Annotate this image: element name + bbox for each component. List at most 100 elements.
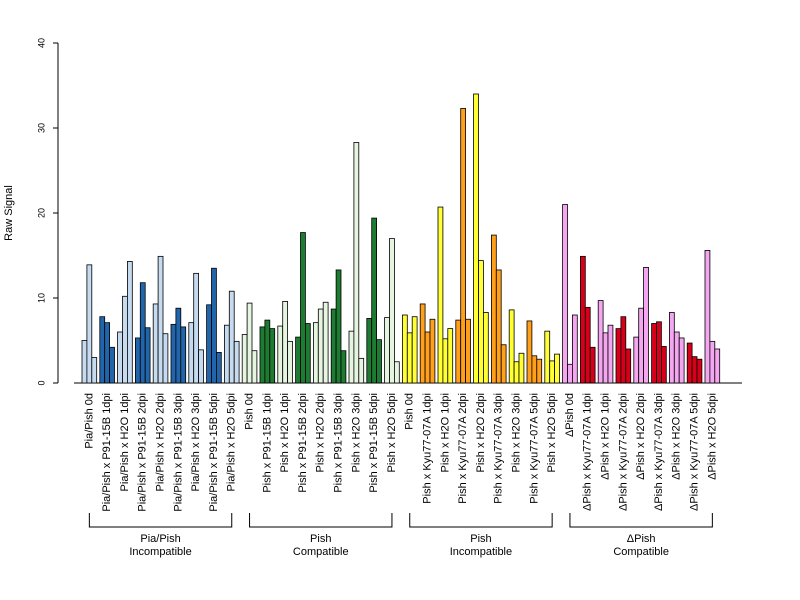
bar [162, 333, 169, 384]
bar [562, 204, 568, 384]
group-label: Incompatible [129, 546, 191, 558]
category-label: Pish x H2O 1dpi [439, 393, 451, 472]
bar [317, 308, 324, 384]
category-label: ΔPish x Kyu77-07A 1dpi [582, 393, 594, 511]
bar [348, 330, 355, 384]
bar [442, 338, 449, 384]
y-tick-label: 10 [36, 293, 46, 303]
bar [295, 336, 301, 384]
bar [228, 290, 235, 384]
bar [104, 322, 110, 384]
category-label: Pish x P91-15B 3dpi [332, 393, 344, 493]
category-label: ΔPish x H2O 3dpi [671, 393, 683, 480]
bar [580, 255, 586, 384]
category-label: Pish x P91-15B 2dpi [297, 393, 309, 493]
bar [651, 323, 657, 384]
y-axis-title: Raw Signal [3, 185, 15, 241]
bar [709, 340, 716, 384]
bar [312, 322, 319, 384]
y-tick-label: 0 [36, 380, 46, 385]
bar [406, 332, 413, 384]
bar [340, 350, 347, 384]
group-label: Pish [470, 533, 491, 545]
bar [144, 327, 151, 384]
bar [211, 267, 217, 384]
bar [673, 331, 680, 384]
y-tick-label: 30 [36, 123, 46, 133]
bar [460, 108, 467, 384]
y-axis: 0 10 20 30 40 [36, 38, 59, 386]
bar [366, 317, 373, 384]
bar [554, 353, 560, 384]
group-label: Incompatible [450, 546, 512, 558]
category-label: Pish x H2O 5dpi [546, 393, 558, 472]
bar [198, 349, 204, 384]
bar [482, 312, 489, 384]
bar [81, 340, 88, 384]
bars [81, 93, 721, 384]
bar [287, 340, 293, 384]
bar [643, 266, 649, 384]
bar [490, 234, 497, 384]
bar [447, 328, 454, 384]
bar [122, 295, 128, 384]
bar [277, 325, 284, 384]
bar [478, 260, 484, 384]
group-label: Compatible [293, 546, 349, 558]
category-label: ΔPish x Kyu77-07A 2dpi [617, 393, 629, 511]
bar [419, 303, 426, 384]
bar [531, 355, 538, 384]
bar [152, 303, 159, 384]
bar [437, 206, 444, 384]
bar [376, 339, 382, 384]
bar [127, 261, 133, 384]
bar [117, 331, 123, 384]
category-label: Pish x H2O 5dpi [386, 393, 398, 472]
bar [215, 351, 222, 384]
group-bracket [88, 513, 233, 528]
bar [264, 319, 271, 384]
bar [139, 282, 146, 384]
bar [241, 334, 248, 384]
bar [86, 264, 93, 384]
group-bracket [409, 513, 553, 528]
category-label: Pish 0d [404, 393, 416, 430]
group-bracket [249, 513, 393, 528]
bar [193, 272, 199, 384]
bar [170, 323, 177, 384]
bar [691, 356, 698, 384]
category-label: Pish x P91-15B 1dpi [261, 393, 273, 493]
category-label: ΔPish x H2O 2dpi [635, 393, 647, 480]
bar [223, 324, 230, 384]
y-tick-label: 40 [36, 38, 46, 48]
bar [567, 363, 573, 384]
bar [513, 361, 520, 384]
bar [384, 317, 390, 384]
category-label: Pia/Pish x P91-15B 1dpi [101, 393, 113, 512]
category-label: Pish x Kyu77-07A 3dpi [493, 393, 505, 504]
bar [661, 346, 667, 384]
category-label: ΔPish 0d [564, 393, 576, 437]
bar [633, 336, 640, 384]
y-tick-label: 20 [36, 208, 46, 218]
bar [495, 269, 502, 384]
bar [134, 337, 141, 384]
bar [251, 350, 258, 384]
bar [269, 328, 276, 384]
bar [175, 307, 182, 384]
bar [246, 302, 253, 384]
bar [259, 326, 266, 384]
category-label: Pish x H2O 1dpi [279, 393, 291, 472]
category-label: Pia/Pish x P91-15B 3dpi [172, 393, 184, 512]
bar [638, 307, 645, 384]
category-label: ΔPish x Kyu77-07A 5dpi [688, 393, 700, 511]
bar [330, 308, 337, 384]
bar [424, 331, 431, 384]
bar [536, 358, 543, 384]
bar [371, 217, 378, 384]
bar [714, 348, 721, 384]
category-label: Pia/Pish 0d [83, 393, 95, 449]
group-label: Compatible [613, 546, 669, 558]
bar [180, 326, 187, 384]
